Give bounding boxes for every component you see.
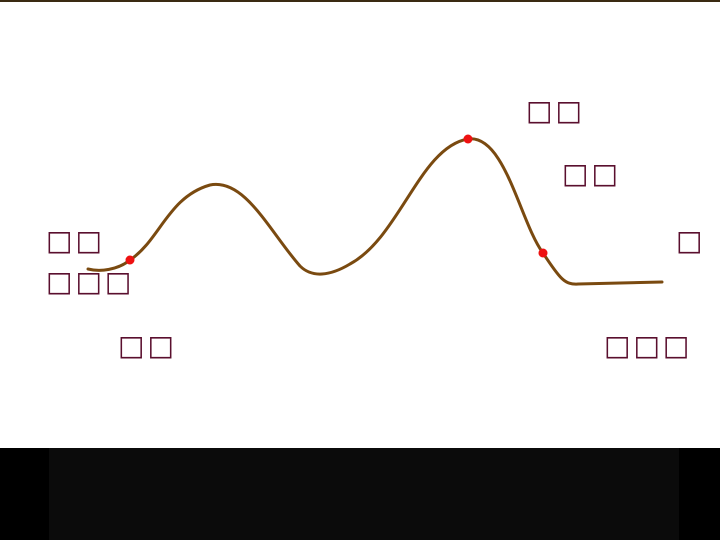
label-left-top: □□ [46,224,105,257]
marker-start [125,255,135,265]
slide-canvas: □□ □□□ □□ □□ □□ □ □□□ [0,2,720,448]
label-peak-top: □□ [526,94,585,127]
label-right-edge: □ [676,224,706,257]
bottom-bar [0,448,720,540]
label-bottom-left: □□ [118,329,177,362]
top-border [0,0,720,2]
bottom-panel [49,448,679,540]
marker-peak [463,134,473,144]
energy-curve-diagram [86,134,664,286]
label-bottom-right: □□□ [604,329,693,362]
label-left-bottom: □□□ [46,265,135,298]
label-peak-right: □□ [562,157,621,190]
marker-descent [538,248,548,258]
energy-curve-path [86,137,664,286]
